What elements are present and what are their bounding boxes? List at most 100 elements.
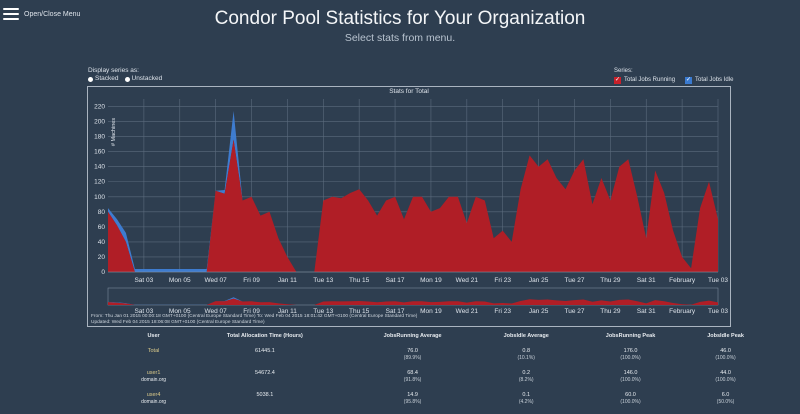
checkbox-jobs-running-label: Total Jobs Running (624, 77, 676, 83)
y-tick-label: 0 (101, 269, 105, 276)
col-run-peak: JobsRunning Peak (605, 333, 656, 339)
x-tick-label: Sat 31 (637, 277, 656, 284)
y-tick-label: 100 (94, 194, 105, 201)
x-tick-label: Fri 09 (243, 277, 260, 284)
cell-idle-peak: 6.0 (50.0%) (716, 392, 735, 405)
cell-user: Total (147, 348, 160, 354)
cell-alloc: 5038.1 (256, 392, 274, 398)
navigator-tick-label: Sat 03 (134, 308, 153, 315)
y-tick-label: 180 (94, 134, 105, 141)
chart-panel: Stats for Total 0 20 40 60 80 100 120 140 160 180… (87, 86, 731, 327)
col-run-avg: JobsRunning Average (383, 333, 442, 339)
y-tick-label: 40 (98, 239, 106, 246)
cell-idle-avg: 0.8 (10.1%) (517, 348, 535, 361)
x-tick-label: Tue 27 (564, 277, 584, 284)
stats-chart[interactable]: 0 20 40 60 80 100 120 140 160 180 200 220 # Machines… (88, 87, 730, 326)
y-tick-label: 200 (94, 119, 105, 126)
radio-dot-icon[interactable] (124, 76, 130, 82)
menu-toggle-button[interactable]: Open/Close Menu (3, 8, 80, 20)
cell-user: user4 domain.org (141, 392, 167, 405)
navigator-tick-label: Wed 07 (204, 308, 227, 315)
y-tick-label: 60 (98, 224, 106, 231)
x-tick-label: Fri 23 (494, 277, 511, 284)
cell-alloc: 54672.4 (254, 370, 275, 376)
checkbox-jobs-idle-label: Total Jobs Idle (695, 77, 734, 83)
radio-stacked-label: Stacked (95, 75, 119, 82)
navigator-area-jobs-running (108, 298, 718, 305)
x-tick-label: Wed 07 (204, 277, 227, 284)
cell-run-avg: 14.9 (95.8%) (403, 392, 422, 405)
table-row: Total 61445.1 76.0 (89.9%) 0.8 (10.1%) 176… (126, 348, 766, 370)
x-tick-label: February (669, 277, 696, 284)
table-header-row: User Total Allocation Time (Hours) JobsR… (126, 333, 766, 348)
y-tick-label: 160 (94, 149, 105, 156)
radio-unstacked-label: Unstacked (131, 75, 163, 82)
chart-date-range: From: Thu Jan 01 2015 00:00:18 GMT+0100 … (91, 314, 418, 319)
col-user: User (147, 333, 160, 339)
menu-toggle-label[interactable]: Open/Close Menu (24, 10, 81, 18)
x-tick-label: Jan 11 (278, 277, 297, 284)
cell-run-avg: 68.4 (91.8%) (403, 370, 422, 383)
navigator-tick-label: February (669, 308, 696, 315)
checkmark-icon[interactable]: ✓ (685, 76, 693, 84)
radio-stacked[interactable]: Stacked (88, 75, 119, 83)
y-tick-label: 20 (98, 254, 106, 261)
radio-unstacked[interactable]: Unstacked (124, 75, 163, 83)
cell-idle-peak: 46.0 (100.0%) (715, 348, 736, 361)
x-tick-label: Thu 29 (600, 277, 621, 284)
col-idle-peak: JobsIdle Peak (707, 333, 744, 339)
checkbox-jobs-running[interactable]: ✓ Total Jobs Running (614, 76, 675, 84)
navigator-tick-label: Sat 17 (386, 308, 405, 315)
col-alloc: Total Allocation Time (Hours) (226, 333, 303, 339)
checkbox-jobs-idle[interactable]: ✓ Total Jobs Idle (685, 76, 733, 84)
cell-run-avg: 76.0 (89.9%) (403, 348, 422, 361)
navigator-tick-label: Thu 29 (600, 308, 621, 315)
navigator-tick-label: Sat 31 (637, 308, 656, 315)
x-tick-label: Sat 17 (386, 277, 405, 284)
navigator-tick-label: Mon 05 (169, 308, 191, 315)
radio-dot-icon[interactable] (88, 76, 93, 82)
x-tick-label: Thu 15 (349, 277, 370, 284)
cell-alloc: 61445.1 (254, 348, 275, 354)
navigator-tick-label: Tue 13 (313, 308, 333, 315)
checkmark-icon[interactable]: ✓ (614, 76, 621, 84)
x-tick-label: Tue 03 (708, 277, 728, 284)
series-selector: Series: ✓ Total Jobs Running ✓ Total Job… (614, 67, 733, 84)
cell-idle-peak: 44.0 (100.0%) (715, 370, 736, 383)
navigator-tick-label: Fri 09 (243, 308, 260, 315)
stats-table: User Total Allocation Time (Hours) JobsR… (126, 333, 766, 414)
table-row: user4 domain.org 5038.1 14.9 (95.8%) 0.1 (4… (126, 392, 766, 414)
x-tick-label: Mon 05 (169, 277, 191, 284)
col-idle-avg: JobsIdle Average (503, 333, 549, 339)
navigator-tick-label: Tue 03 (708, 308, 728, 315)
table-row: user1 domain.org 54672.4 68.4 (91.8%) 0.2(… (126, 370, 766, 392)
cell-user: user1 domain.org (141, 370, 167, 383)
x-tick-label: Mon 19 (420, 277, 442, 284)
x-tick-label: Sat 03 (134, 277, 153, 284)
page-subtitle: Select stats from menu. (344, 32, 456, 44)
cell-idle-avg: 0.1 (4.2%) (518, 392, 534, 405)
cell-run-peak: 60.0 (100.0%) (620, 392, 641, 405)
cell-run-peak: 146.0 (100.0%) (620, 370, 641, 383)
series-selector-label: Series: (614, 68, 633, 74)
navigator-tick-label: Jan 25 (529, 308, 549, 315)
chart-title: Stats for Total (389, 88, 429, 95)
navigator-tick-label: Jan 11 (278, 308, 297, 315)
hamburger-icon[interactable] (3, 8, 19, 20)
navigator-tick-label: Fri 23 (494, 308, 511, 315)
y-tick-label: 220 (94, 104, 105, 111)
y-tick-label: 140 (94, 164, 105, 171)
navigator-tick-label: Thu 15 (349, 308, 370, 315)
y-tick-label: 120 (94, 179, 105, 186)
x-tick-label: Wed 21 (456, 277, 479, 284)
series-display-label: Display series as: (88, 67, 139, 74)
x-tick-label: Tue 13 (313, 277, 333, 284)
cell-run-peak: 176.0 (100.0%) (620, 348, 641, 361)
navigator-tick-label: Wed 21 (456, 308, 479, 315)
series-area-jobs-running (108, 139, 718, 272)
navigator-tick-label: Tue 27 (564, 308, 584, 315)
x-tick-label: Jan 25 (529, 277, 549, 284)
chart-updated: Updated: Wed Feb 04 2015 18:06:08 GMT+01… (91, 320, 265, 325)
page-title: Condor Pool Statistics for Your Organiza… (214, 8, 586, 29)
navigator-tick-label: Mon 19 (420, 308, 442, 315)
